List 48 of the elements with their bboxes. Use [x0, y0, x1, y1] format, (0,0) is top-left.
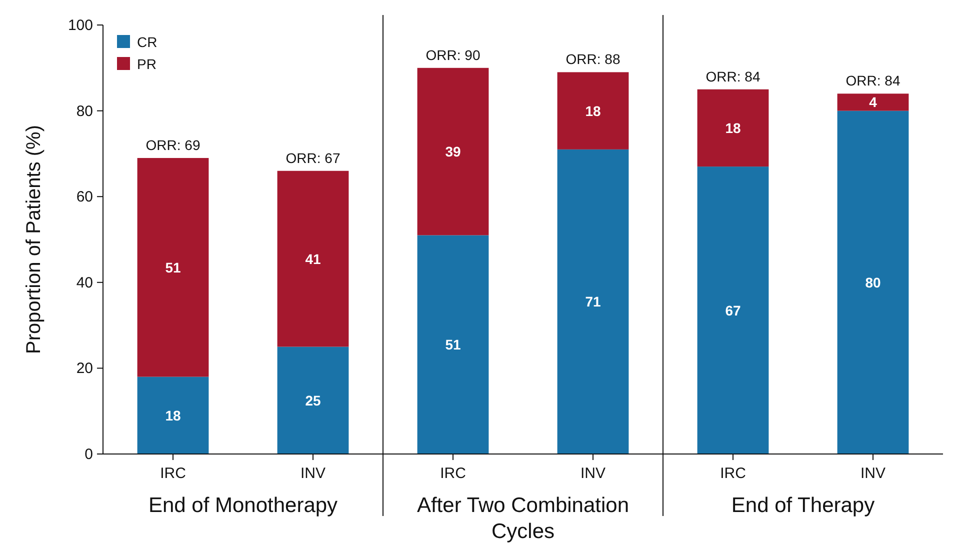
bar — [137, 158, 209, 377]
data-label: 41 — [305, 250, 321, 267]
data-label: 71 — [585, 294, 601, 310]
y-tick-label: 40 — [76, 274, 93, 292]
total-label: ORR: 69 — [146, 136, 200, 153]
bar — [277, 170, 349, 347]
text: After Two Combination Cycles — [416, 494, 630, 543]
data-label: 51 — [445, 336, 461, 353]
x-tick-label: INV — [580, 465, 606, 482]
bar — [417, 68, 489, 236]
data-label: 4 — [869, 94, 878, 110]
data-label: 18 — [585, 102, 601, 119]
legend-label: PR — [137, 56, 156, 72]
data-label: 67 — [725, 302, 741, 318]
total-label: ORR: 84 — [846, 72, 900, 89]
y-tick-label: 20 — [76, 360, 93, 378]
x-tick-label: IRC — [720, 465, 746, 482]
data-label: 18 — [165, 407, 181, 424]
total-label: ORR: 88 — [566, 51, 620, 68]
y-tick-label: 80 — [76, 102, 93, 120]
bar — [277, 346, 349, 454]
x-tick-label: IRC — [440, 465, 466, 482]
bar — [837, 110, 909, 454]
y-axis-title: Proportion of Patients (%) — [23, 125, 45, 354]
bar — [557, 72, 629, 150]
bar — [837, 94, 909, 111]
data-label: 39 — [445, 144, 461, 160]
total-label: ORR: 67 — [286, 150, 340, 166]
x-tick-label: INV — [300, 465, 326, 482]
bar — [137, 376, 209, 454]
y-tick-label: 0 — [84, 446, 93, 463]
bar — [557, 149, 629, 454]
y-tick-label: 100 — [68, 17, 93, 34]
data-label: 25 — [305, 392, 321, 408]
bar — [697, 166, 769, 454]
data-label: 51 — [165, 259, 181, 276]
x-tick-label: INV — [860, 465, 886, 482]
bar — [417, 235, 489, 454]
data-label: 18 — [725, 120, 741, 136]
x-tick-label: IRC — [160, 465, 186, 482]
y-tick-label: 60 — [76, 188, 93, 206]
total-label: ORR: 84 — [706, 68, 760, 84]
text: End of Monotherapy — [148, 494, 338, 517]
total-label: ORR: 90 — [426, 46, 480, 63]
bar — [697, 89, 769, 167]
legend-label: CR — [137, 34, 158, 50]
data-label: 80 — [865, 274, 881, 290]
text: End of Therapy — [731, 494, 876, 517]
